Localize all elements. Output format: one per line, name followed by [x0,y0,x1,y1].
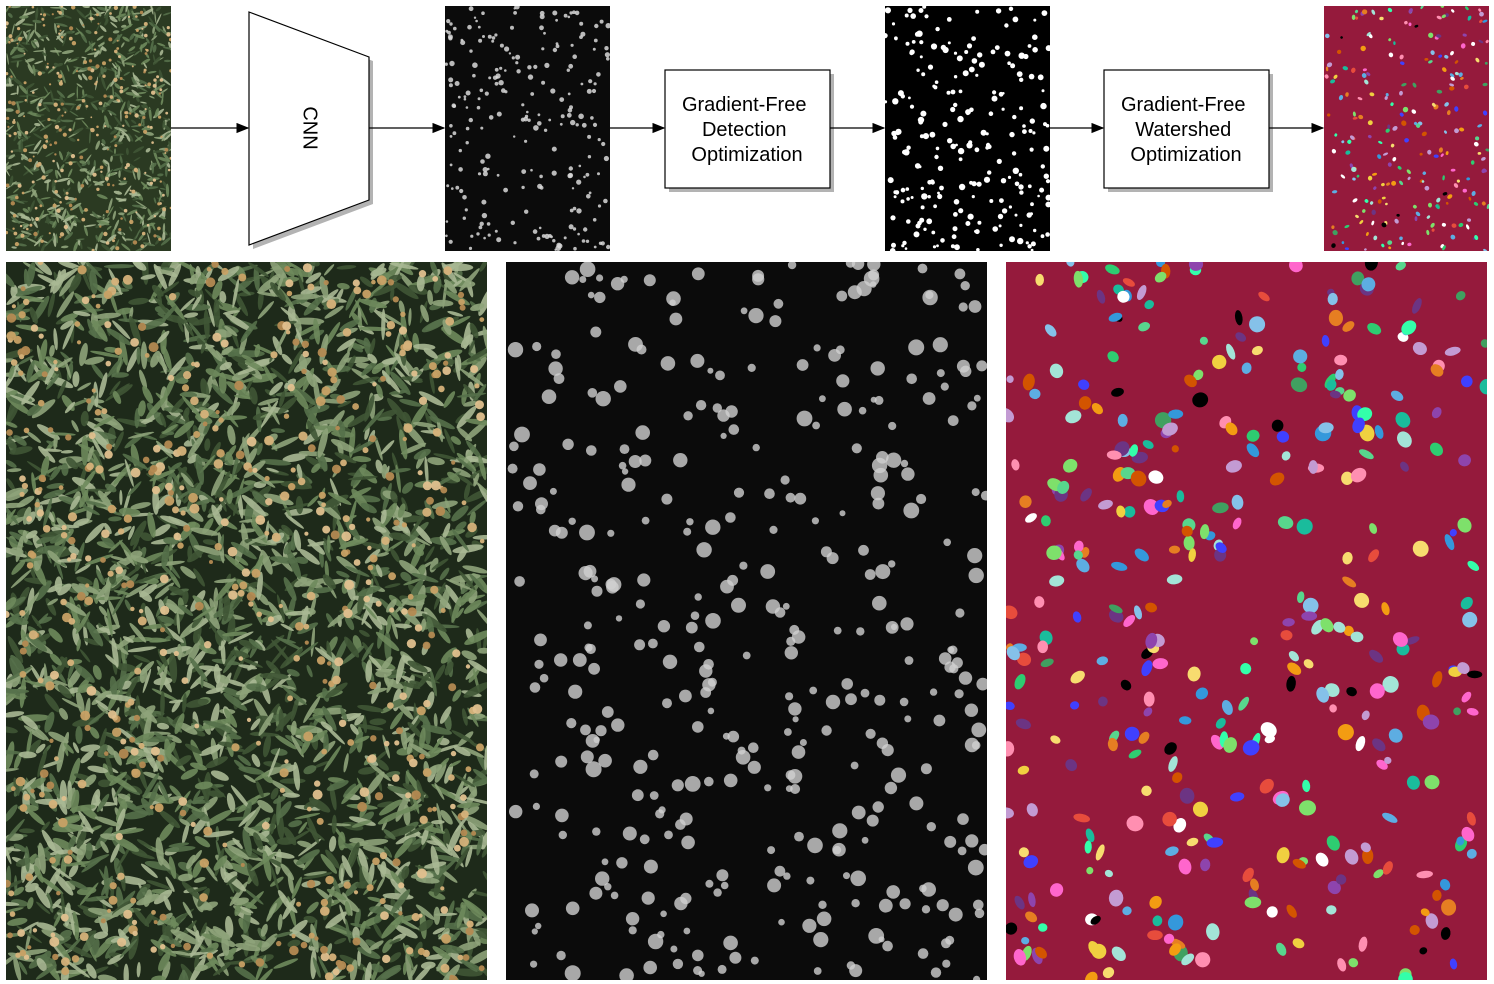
detection-line-2: Detection [702,119,787,141]
watershed-box-label: Gradient-Free Watershed Optimization [1121,94,1251,166]
detection-line-1: Gradient-Free [682,94,807,116]
cnn-label: CNN [299,106,321,149]
watershed-line-1: Gradient-Free [1121,94,1246,116]
heatmap-image [506,262,987,980]
watershed-optimization-box: Gradient-Free Watershed Optimization [1103,69,1273,192]
binary-mask-thumbnail [885,6,1050,251]
input-crop-thumbnail [6,6,171,251]
detection-box-label: Gradient-Free Detection Optimization [682,94,812,166]
crop-field-image [6,262,487,980]
detection-optimization-box: Gradient-Free Detection Optimization [664,69,834,192]
cnn-block: CNN [248,11,373,249]
heatmap-thumbnail [445,6,610,251]
watershed-line-2: Watershed [1135,119,1231,141]
instance-segmentation-image [1006,262,1487,980]
detection-line-3: Optimization [691,144,802,166]
segmentation-thumbnail [1324,6,1489,251]
watershed-line-3: Optimization [1130,144,1241,166]
